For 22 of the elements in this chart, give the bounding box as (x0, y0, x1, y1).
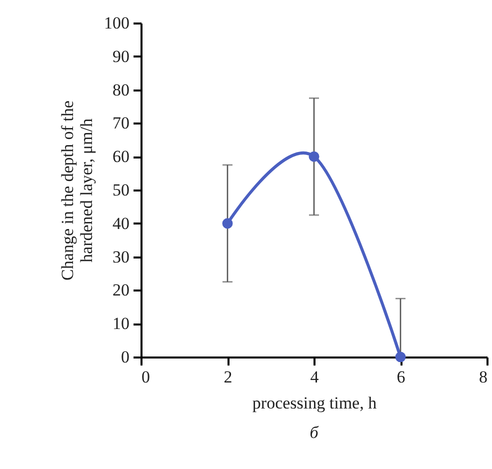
point (222, 218, 233, 229)
point (308, 151, 320, 162)
y-tick-label: 10 (112, 314, 130, 334)
x-axis-title: processing time, h (252, 394, 378, 412)
y-tick-label: 50 (112, 180, 130, 200)
y-tick-label: 20 (112, 280, 130, 300)
x-tick-label: 8 (479, 368, 488, 386)
y-tick-label: 100 (104, 14, 130, 32)
y-tick-label: 80 (112, 80, 130, 100)
x-tick-label: 2 (224, 368, 232, 386)
y-axis-title: Change in the depth of the hardened layer, μm/h (58, 100, 96, 280)
x-tick-label: 0 (142, 368, 150, 386)
x-tick-label: 6 (396, 368, 406, 386)
y-tick-label: 70 (112, 114, 130, 133)
y-tick-label: 40 (112, 214, 130, 233)
y-tick-label: 30 (112, 247, 130, 266)
y-tick-label: 60 (112, 147, 130, 166)
x-tick-label: 4 (310, 368, 320, 386)
y-tick-label: 90 (112, 46, 130, 66)
point (395, 352, 406, 362)
y-tick-label: 0 (121, 348, 130, 366)
text: б (310, 423, 319, 442)
